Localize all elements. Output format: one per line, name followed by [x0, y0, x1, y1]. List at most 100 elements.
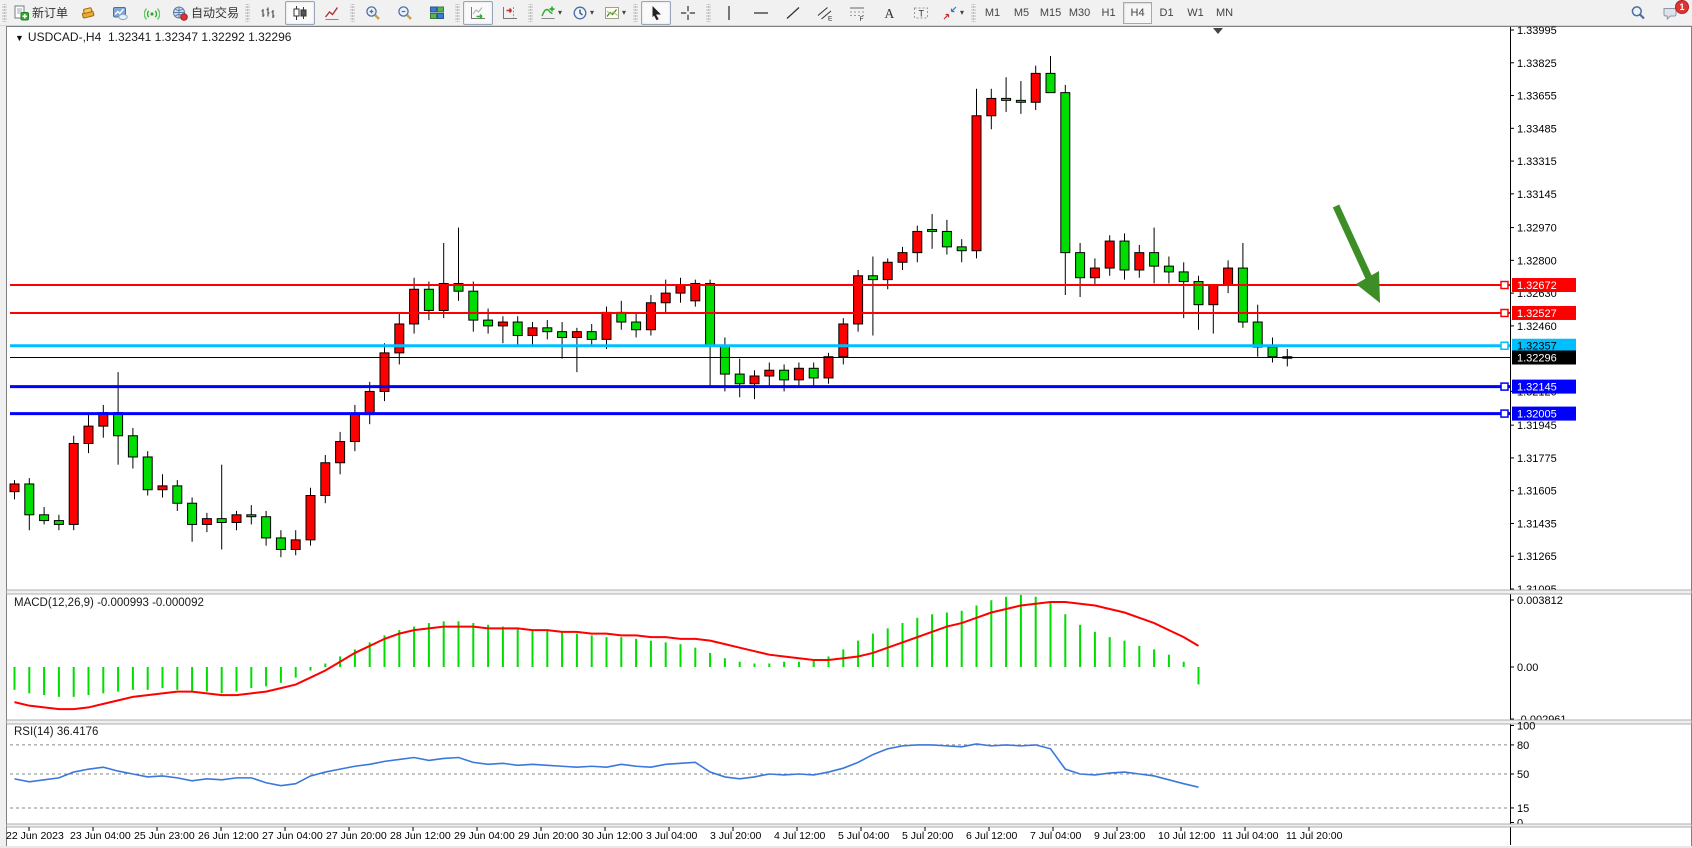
button-market-gold[interactable] [73, 1, 103, 25]
button-label: M30 [1068, 6, 1091, 19]
button-templates[interactable]: ▾ [600, 1, 630, 25]
candle [127, 435, 138, 458]
candle [838, 323, 849, 358]
candle [275, 537, 286, 550]
button-arrows[interactable]: ▾ [938, 1, 968, 25]
button-line-chart[interactable] [317, 1, 347, 25]
tile-windows-icon [429, 5, 445, 21]
rsi-axis-label: 50 [1517, 769, 1529, 781]
button-cursor[interactable] [641, 0, 672, 25]
button-periods[interactable]: ▾ [568, 1, 598, 25]
button-fibonacci[interactable]: F [842, 1, 872, 25]
timeframe-H4[interactable]: H4 [1123, 1, 1153, 24]
button-signals[interactable] [137, 1, 167, 25]
rsi-axis-label: 100 [1517, 721, 1535, 733]
price-axis-label: 1.33655 [1517, 91, 1557, 103]
panel-splitter[interactable] [6, 589, 1692, 595]
candle [113, 412, 124, 437]
arrow-annotation-head[interactable] [1356, 271, 1380, 303]
button-crosshair[interactable] [673, 1, 703, 25]
line-anchor-marker[interactable] [1500, 341, 1509, 350]
toolbar-grip [633, 3, 639, 22]
time-axis-label: 29 Jun 20:00 [518, 830, 579, 842]
time-axis-label: 23 Jun 04:00 [70, 830, 131, 842]
candle [912, 230, 923, 254]
candle [764, 369, 775, 377]
chevron-down-icon[interactable]: ▾ [960, 8, 965, 17]
button-bar-chart[interactable] [253, 1, 283, 25]
button-publish-chart[interactable] [105, 1, 135, 25]
line-anchor-marker[interactable] [1500, 382, 1509, 391]
candle [557, 331, 568, 338]
time-axis-label: 7 Jul 04:00 [1030, 830, 1082, 842]
candle [187, 502, 198, 525]
horizontal-line-icon [753, 5, 769, 21]
timeframe-H1[interactable]: H1 [1094, 2, 1123, 24]
timeframe-M15[interactable]: M15 [1036, 2, 1065, 24]
timeframe-MN[interactable]: MN [1210, 2, 1239, 24]
timeframe-M30[interactable]: M30 [1065, 2, 1094, 24]
button-zoom-in[interactable] [358, 1, 388, 25]
button-notifications[interactable]: 1 [1655, 0, 1689, 25]
toolbar-grip [2, 3, 7, 22]
chevron-down-icon[interactable]: ▾ [590, 8, 595, 17]
arrows-icon [942, 5, 958, 21]
line-anchor-marker[interactable] [1500, 409, 1509, 418]
fibonacci-icon: F [849, 5, 865, 21]
arrow-annotation[interactable] [1332, 204, 1373, 280]
candle [586, 331, 597, 340]
button-new-order[interactable]: 新订单 [10, 1, 71, 25]
price-label-box [1512, 338, 1576, 353]
line-anchor-marker[interactable] [1500, 280, 1509, 290]
button-channel[interactable]: E [810, 1, 840, 25]
chart-title[interactable]: ▼ USDCAD-,H4 1.32341 1.32347 1.32292 1.32… [15, 30, 291, 44]
candle [305, 495, 316, 541]
time-axis-label: 4 Jul 12:00 [774, 830, 826, 842]
candle [201, 518, 212, 525]
timeframe-D1[interactable]: D1 [1152, 2, 1181, 24]
button-horizontal-line[interactable] [746, 1, 776, 25]
price-axis-label: 1.32460 [1517, 321, 1557, 333]
button-candlestick[interactable] [285, 0, 316, 25]
button-zoom-out[interactable] [390, 1, 420, 25]
button-search[interactable] [1623, 1, 1653, 25]
price-label-text: 1.32296 [1517, 352, 1557, 364]
panel-splitter[interactable] [6, 823, 1692, 828]
candle [927, 229, 938, 232]
candle [1075, 252, 1086, 279]
button-indicators[interactable]: ▾ [536, 1, 566, 25]
timeframe-W1[interactable]: W1 [1181, 2, 1210, 24]
button-tile-windows[interactable] [422, 1, 452, 25]
button-text-label[interactable]: T [906, 1, 936, 25]
time-axis-label: 25 Jun 23:00 [134, 830, 195, 842]
price-axis-label: 1.31435 [1517, 518, 1557, 530]
line-anchor-marker[interactable] [1500, 308, 1509, 318]
chart-dropdown-icon[interactable]: ▼ [15, 33, 24, 43]
time-axis-label: 29 Jun 04:00 [454, 830, 515, 842]
time-axis-label: 11 Jul 04:00 [1222, 830, 1279, 842]
button-trendline[interactable] [778, 1, 808, 25]
macd-axis-label: 0.00 [1517, 662, 1538, 674]
button-chart-shift[interactable] [495, 1, 525, 25]
rsi-axis-label: 0 [1517, 818, 1523, 830]
chevron-down-icon[interactable]: ▾ [558, 8, 563, 17]
price-label-box [1512, 305, 1576, 320]
candle [1060, 92, 1071, 254]
timeframe-M1[interactable]: M1 [978, 2, 1007, 24]
timeframe-M5[interactable]: M5 [1007, 2, 1036, 24]
button-text[interactable]: A [874, 1, 904, 25]
candle [734, 373, 745, 385]
candle [1015, 99, 1026, 103]
chart-shift-marker[interactable] [1213, 28, 1223, 34]
price-axis-label: 1.31605 [1517, 486, 1557, 498]
button-vertical-line[interactable] [714, 1, 744, 25]
chevron-down-icon[interactable]: ▾ [622, 8, 627, 17]
candle [956, 246, 967, 252]
button-autotrading[interactable]: 自动交易 [169, 1, 242, 25]
candle [1267, 346, 1278, 358]
panel-splitter[interactable] [6, 719, 1692, 725]
candle [897, 252, 908, 263]
price-axis-label: 1.32970 [1517, 223, 1557, 235]
button-auto-scroll[interactable] [463, 0, 494, 25]
price-label-text: 1.32672 [1517, 280, 1557, 292]
